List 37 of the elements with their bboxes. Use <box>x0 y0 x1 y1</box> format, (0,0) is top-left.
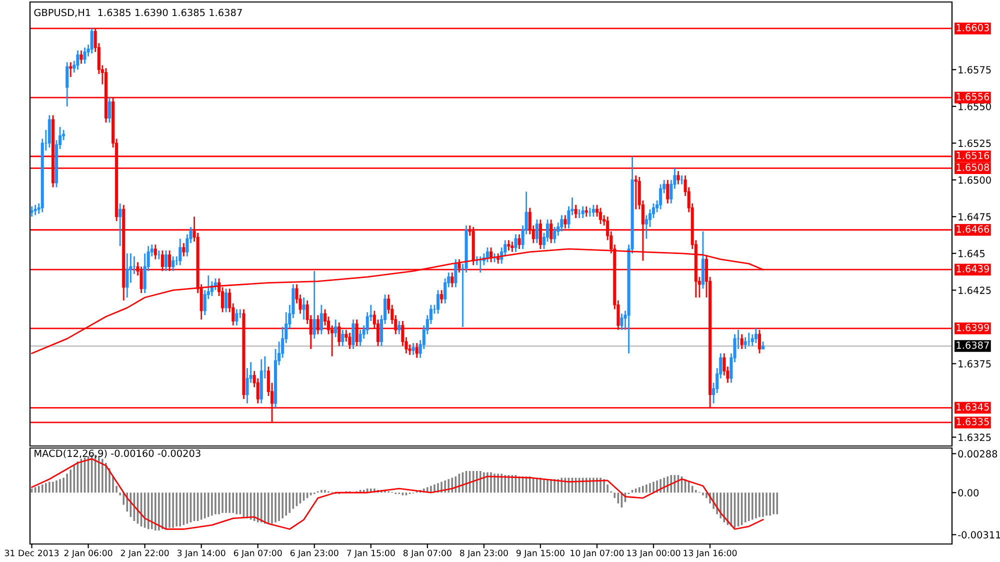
ref-line-label: 1.6345 <box>956 403 989 411</box>
x-tick-label: 13 Jan 00:00 <box>627 550 680 558</box>
y-tick-label: 1.6500 <box>958 176 991 184</box>
x-tick-label: 7 Jan 15:00 <box>347 550 395 558</box>
x-tick-label: 9 Jan 15:00 <box>516 550 564 558</box>
ref-line-label: 1.6399 <box>956 324 990 332</box>
y-tick-label: 1.6575 <box>958 66 991 74</box>
y-tick-label: 0.00288 <box>958 450 998 458</box>
y-tick-label: 1.6525 <box>958 140 991 147</box>
x-tick-label: 8 Jan 23:00 <box>460 550 508 558</box>
y-tick-label: 1.645 <box>958 250 985 258</box>
text: GBPUSD,H1 1.6385 1.6390 1.6385 1.6387 <box>34 8 242 18</box>
x-tick-label: 3 Jan 14:00 <box>177 550 226 558</box>
y-tick-label: 1.6550 <box>958 102 991 110</box>
ref-line-label: 1.6516 <box>956 152 990 160</box>
ref-line-label: 1.6387 <box>956 341 989 349</box>
x-tick-label: 31 Dec 2013 <box>4 550 59 556</box>
x-tick-label: 2 Jan 22:00 <box>120 550 169 558</box>
x-tick-label: 8 Jan 07:00 <box>403 550 452 558</box>
y-tick-label: 1.6475 <box>958 213 991 220</box>
y-tick-label: 1.6425 <box>958 286 991 294</box>
ref-line-label: 1.6508 <box>956 164 990 171</box>
y-tick-label: 0.00 <box>958 489 979 496</box>
ref-line-label: 1.6603 <box>956 24 989 32</box>
ref-line-label: 1.6466 <box>956 225 990 233</box>
y-tick-label: -0.00311 <box>958 531 1000 538</box>
chart-title: MACD(12,26,9) -0.00160 -0.00203 <box>34 449 200 458</box>
x-tick-label: 2 Jan 06:00 <box>64 550 112 558</box>
y-tick-label: 1.6375 <box>958 360 991 368</box>
x-tick-label: 13 Jan 16:00 <box>684 550 737 558</box>
ref-line-label: 1.6439 <box>956 265 990 272</box>
ref-line-label: 1.6335 <box>956 418 989 426</box>
x-tick-label: 6 Jan 23:00 <box>290 550 338 558</box>
ref-line-label: 1.6556 <box>956 93 990 100</box>
x-tick-label: 10 Jan 07:00 <box>570 550 624 558</box>
x-tick-label: 6 Jan 07:00 <box>234 550 282 558</box>
y-tick-label: 1.6325 <box>958 434 991 442</box>
